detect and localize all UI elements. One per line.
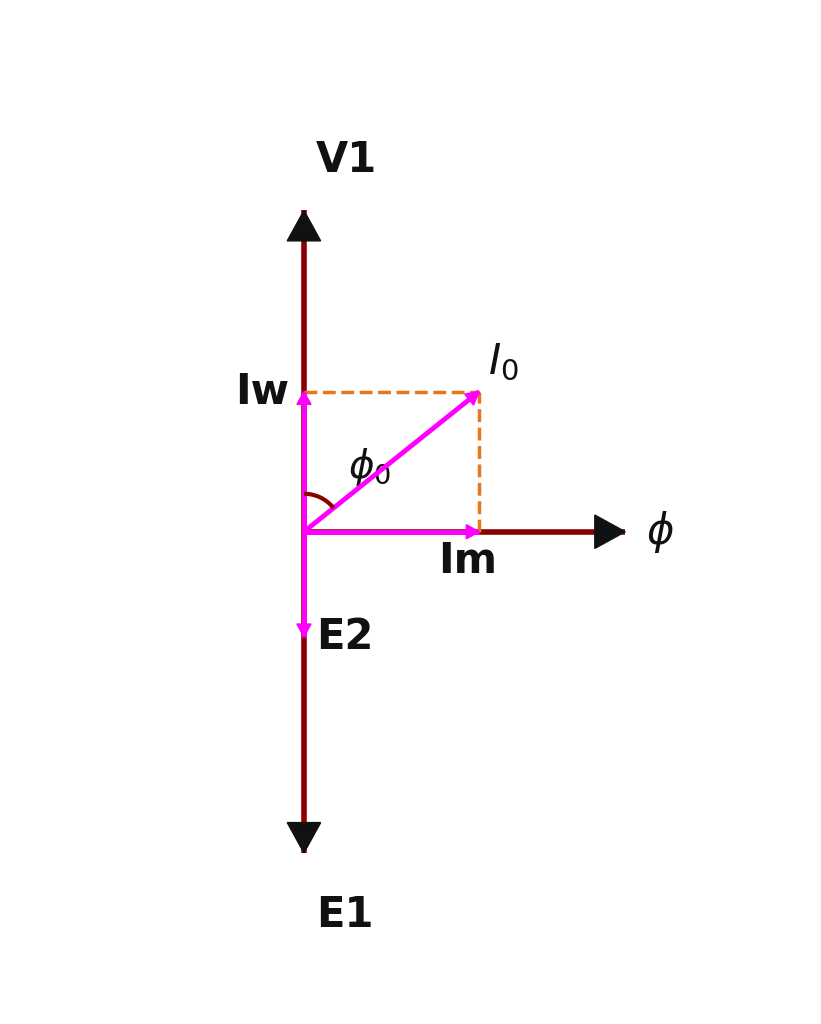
Text: E1: E1 [315,894,373,936]
Polygon shape [465,391,479,406]
Text: V1: V1 [315,139,377,181]
Text: E2: E2 [315,615,373,657]
Polygon shape [594,515,625,549]
Text: $\phi_0$: $\phi_0$ [348,445,391,487]
Polygon shape [297,624,311,637]
Text: Iw: Iw [236,371,289,413]
Polygon shape [287,822,321,853]
Text: Im: Im [438,541,497,583]
Polygon shape [297,391,311,404]
Text: $\phi$: $\phi$ [645,509,674,555]
Polygon shape [466,524,479,539]
Polygon shape [287,211,321,241]
Text: $I_0$: $I_0$ [488,341,519,383]
